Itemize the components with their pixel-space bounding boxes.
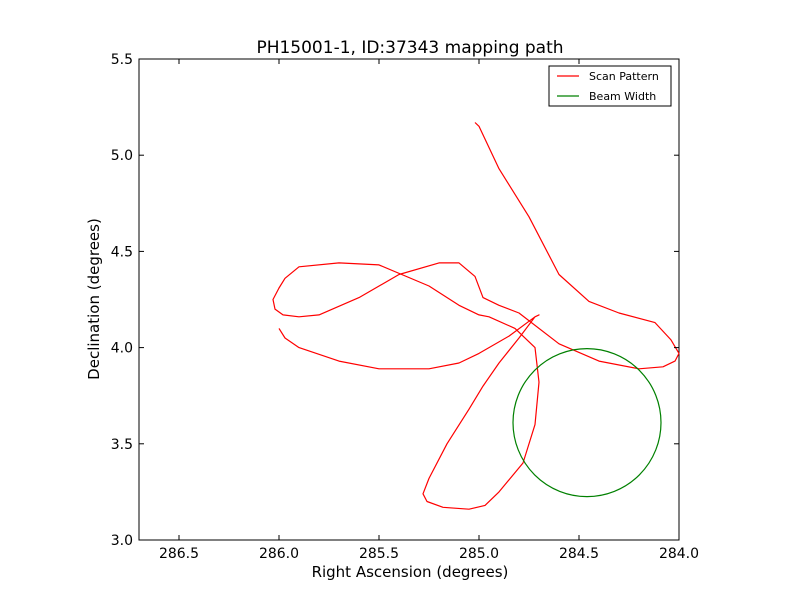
x-tick-label: 286.0 xyxy=(259,546,299,562)
legend-box xyxy=(548,65,672,107)
ticks-layer: 286.5 286.0 285.5 285.0 284.5 284.0 3.0 3.5 4.0 4… xyxy=(111,52,699,562)
y-tick-label: 5.5 xyxy=(111,52,133,68)
x-tick-label: 284.5 xyxy=(559,546,599,562)
legend-label-beam-width: Beam Width xyxy=(589,90,656,103)
chart-title: PH15001-1, ID:37343 mapping path xyxy=(256,38,563,58)
y-tick-label: 3.0 xyxy=(111,533,133,549)
y-axis-label: Declination (degrees) xyxy=(85,218,103,380)
x-tick-label: 285.5 xyxy=(359,546,399,562)
legend-label-scan-pattern: Scan Pattern xyxy=(589,70,659,83)
marks-layer xyxy=(272,122,680,510)
y-tick-label: 4.5 xyxy=(111,244,133,260)
x-tick-label: 286.5 xyxy=(159,546,199,562)
y-tick-label: 5.0 xyxy=(111,148,133,164)
x-tick-label: 284.0 xyxy=(659,546,699,562)
y-tick-label: 4.0 xyxy=(111,341,133,357)
plot-area xyxy=(138,58,680,541)
x-axis-label: Right Ascension (degrees) xyxy=(312,563,509,581)
beam-width-circle xyxy=(512,348,662,498)
x-tick-label: 285.0 xyxy=(459,546,499,562)
scan-pattern-line xyxy=(272,122,680,510)
legend: Scan Pattern Beam Width xyxy=(548,65,672,107)
y-tick-label: 3.5 xyxy=(111,437,133,453)
